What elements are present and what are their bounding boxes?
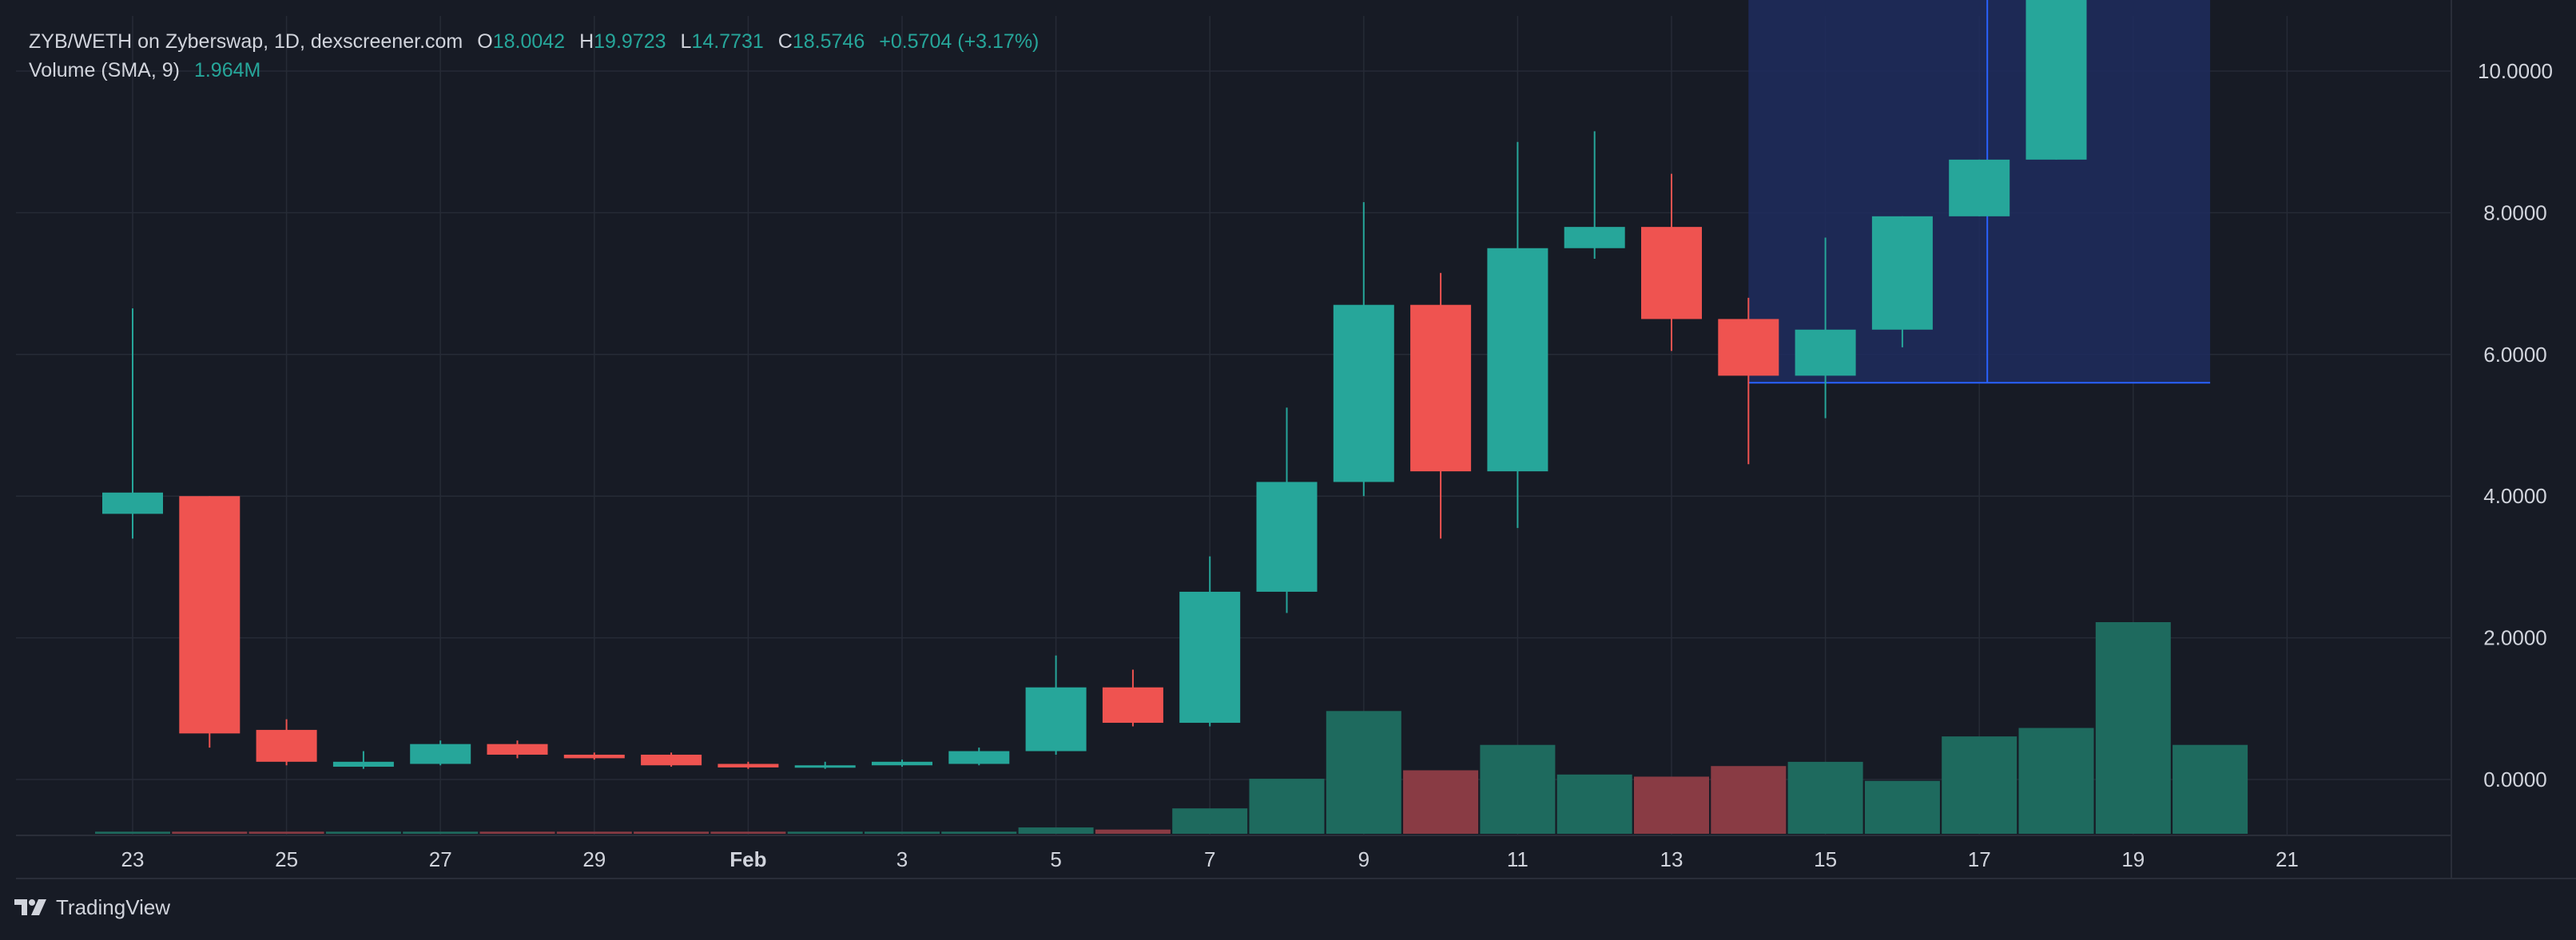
- volume-bar[interactable]: [172, 831, 248, 834]
- volume-bar[interactable]: [865, 831, 940, 834]
- x-tick-label: 19: [2121, 847, 2145, 871]
- volume-bar[interactable]: [1942, 736, 2017, 834]
- candle-body[interactable]: [256, 729, 317, 762]
- candle-body[interactable]: [179, 496, 241, 734]
- volume-bar[interactable]: [403, 831, 479, 834]
- candle-body[interactable]: [641, 754, 702, 766]
- y-tick-label: 6.0000: [2483, 343, 2547, 367]
- change-value: +0.5704 (+3.17%): [879, 30, 1040, 53]
- x-tick-label: 25: [275, 847, 298, 871]
- volume-bar[interactable]: [2173, 744, 2248, 834]
- volume-bar[interactable]: [1787, 761, 1863, 834]
- candle-body[interactable]: [1871, 216, 1933, 330]
- volume-bar[interactable]: [1556, 774, 1632, 834]
- volume-bar[interactable]: [325, 831, 401, 834]
- volume-bar[interactable]: [1634, 776, 1709, 834]
- open-label: O: [477, 30, 493, 53]
- x-tick-label: 5: [1050, 847, 1061, 871]
- tradingview-brand: TradingView: [56, 894, 171, 919]
- symbol-title[interactable]: ZYB/WETH on Zyberswap, 1D, dexscreener.c…: [29, 30, 463, 53]
- x-tick-label: 17: [1968, 847, 1991, 871]
- candle-body[interactable]: [1179, 591, 1241, 724]
- volume-bar[interactable]: [479, 831, 555, 834]
- volume-bar[interactable]: [787, 831, 863, 834]
- candle-body[interactable]: [1410, 304, 1472, 472]
- close-value: 18.5746: [792, 30, 865, 53]
- high-label: H: [579, 30, 594, 53]
- y-tick-label: 2.0000: [2483, 626, 2547, 650]
- x-tick-label: 3: [896, 847, 908, 871]
- x-tick-label: 13: [1660, 847, 1684, 871]
- candle-body[interactable]: [948, 751, 1010, 764]
- close-label: C: [777, 30, 793, 53]
- y-tick-label: 0.0000: [2483, 767, 2547, 791]
- volume-bar[interactable]: [248, 831, 324, 834]
- y-tick-label: 8.0000: [2483, 200, 2547, 224]
- volume-legend-row: Volume (SMA, 9) 1.964M: [29, 56, 1039, 85]
- candle-body[interactable]: [102, 492, 163, 514]
- volume-bar[interactable]: [1403, 770, 1479, 835]
- volume-bar[interactable]: [95, 831, 170, 834]
- x-tick-label: 23: [121, 847, 145, 871]
- candle-body[interactable]: [794, 765, 856, 768]
- x-tick-label: 7: [1204, 847, 1215, 871]
- candle-body[interactable]: [332, 761, 394, 767]
- candle-body[interactable]: [1333, 304, 1394, 482]
- volume-bar[interactable]: [2018, 728, 2094, 835]
- candle-body[interactable]: [487, 744, 548, 755]
- candle-body[interactable]: [1949, 159, 2010, 216]
- volume-bar[interactable]: [941, 831, 1017, 834]
- ohlc-legend-row: ZYB/WETH on Zyberswap, 1D, dexscreener.c…: [29, 27, 1039, 56]
- tradingview-logo-icon: [14, 898, 48, 917]
- open-value: 18.0042: [492, 30, 566, 53]
- volume-bar[interactable]: [1172, 808, 1248, 834]
- volume-bar[interactable]: [1864, 780, 1940, 834]
- candle-body[interactable]: [1487, 248, 1548, 472]
- volume-value: 1.964M: [193, 59, 261, 81]
- candle-body[interactable]: [1025, 687, 1087, 752]
- footer-branding[interactable]: TradingView: [14, 891, 170, 923]
- volume-bar[interactable]: [1095, 829, 1171, 834]
- y-tick-label: 4.0000: [2483, 484, 2547, 508]
- candle-body[interactable]: [1795, 329, 1856, 376]
- chart-legend: ZYB/WETH on Zyberswap, 1D, dexscreener.c…: [29, 27, 1039, 85]
- volume-bar[interactable]: [1326, 711, 1401, 834]
- low-label: L: [680, 30, 692, 53]
- x-tick-label: 15: [1814, 847, 1837, 871]
- candle-body[interactable]: [872, 761, 932, 766]
- candle-body[interactable]: [1718, 319, 1779, 376]
- candle-body[interactable]: [2025, 0, 2087, 160]
- x-tick-label: 21: [2276, 847, 2299, 871]
- volume-bar[interactable]: [1249, 779, 1325, 834]
- candle-body[interactable]: [718, 764, 779, 767]
- candle-body[interactable]: [1564, 227, 1625, 248]
- volume-bar[interactable]: [634, 831, 710, 834]
- volume-bar[interactable]: [556, 831, 632, 834]
- x-tick-label: Feb: [729, 847, 766, 871]
- volume-label[interactable]: Volume (SMA, 9): [29, 59, 180, 81]
- volume-bar[interactable]: [2095, 622, 2171, 834]
- x-tick-label: 9: [1358, 847, 1369, 871]
- y-tick-label: 10.0000: [2478, 59, 2553, 83]
- volume-bar[interactable]: [710, 831, 786, 834]
- x-tick-label: 29: [582, 847, 606, 871]
- high-value: 19.9723: [594, 30, 666, 53]
- volume-bar[interactable]: [1018, 827, 1094, 834]
- candle-body[interactable]: [1641, 227, 1702, 319]
- candle-body[interactable]: [1102, 687, 1163, 724]
- x-tick-label: 27: [429, 847, 452, 871]
- candle-body[interactable]: [563, 754, 625, 759]
- candle-body[interactable]: [1256, 482, 1318, 592]
- low-value: 14.7731: [691, 30, 764, 53]
- x-tick-label: 11: [1507, 847, 1529, 871]
- candle-body[interactable]: [410, 744, 471, 764]
- volume-bar[interactable]: [1711, 766, 1787, 834]
- volume-bar[interactable]: [1480, 744, 1556, 834]
